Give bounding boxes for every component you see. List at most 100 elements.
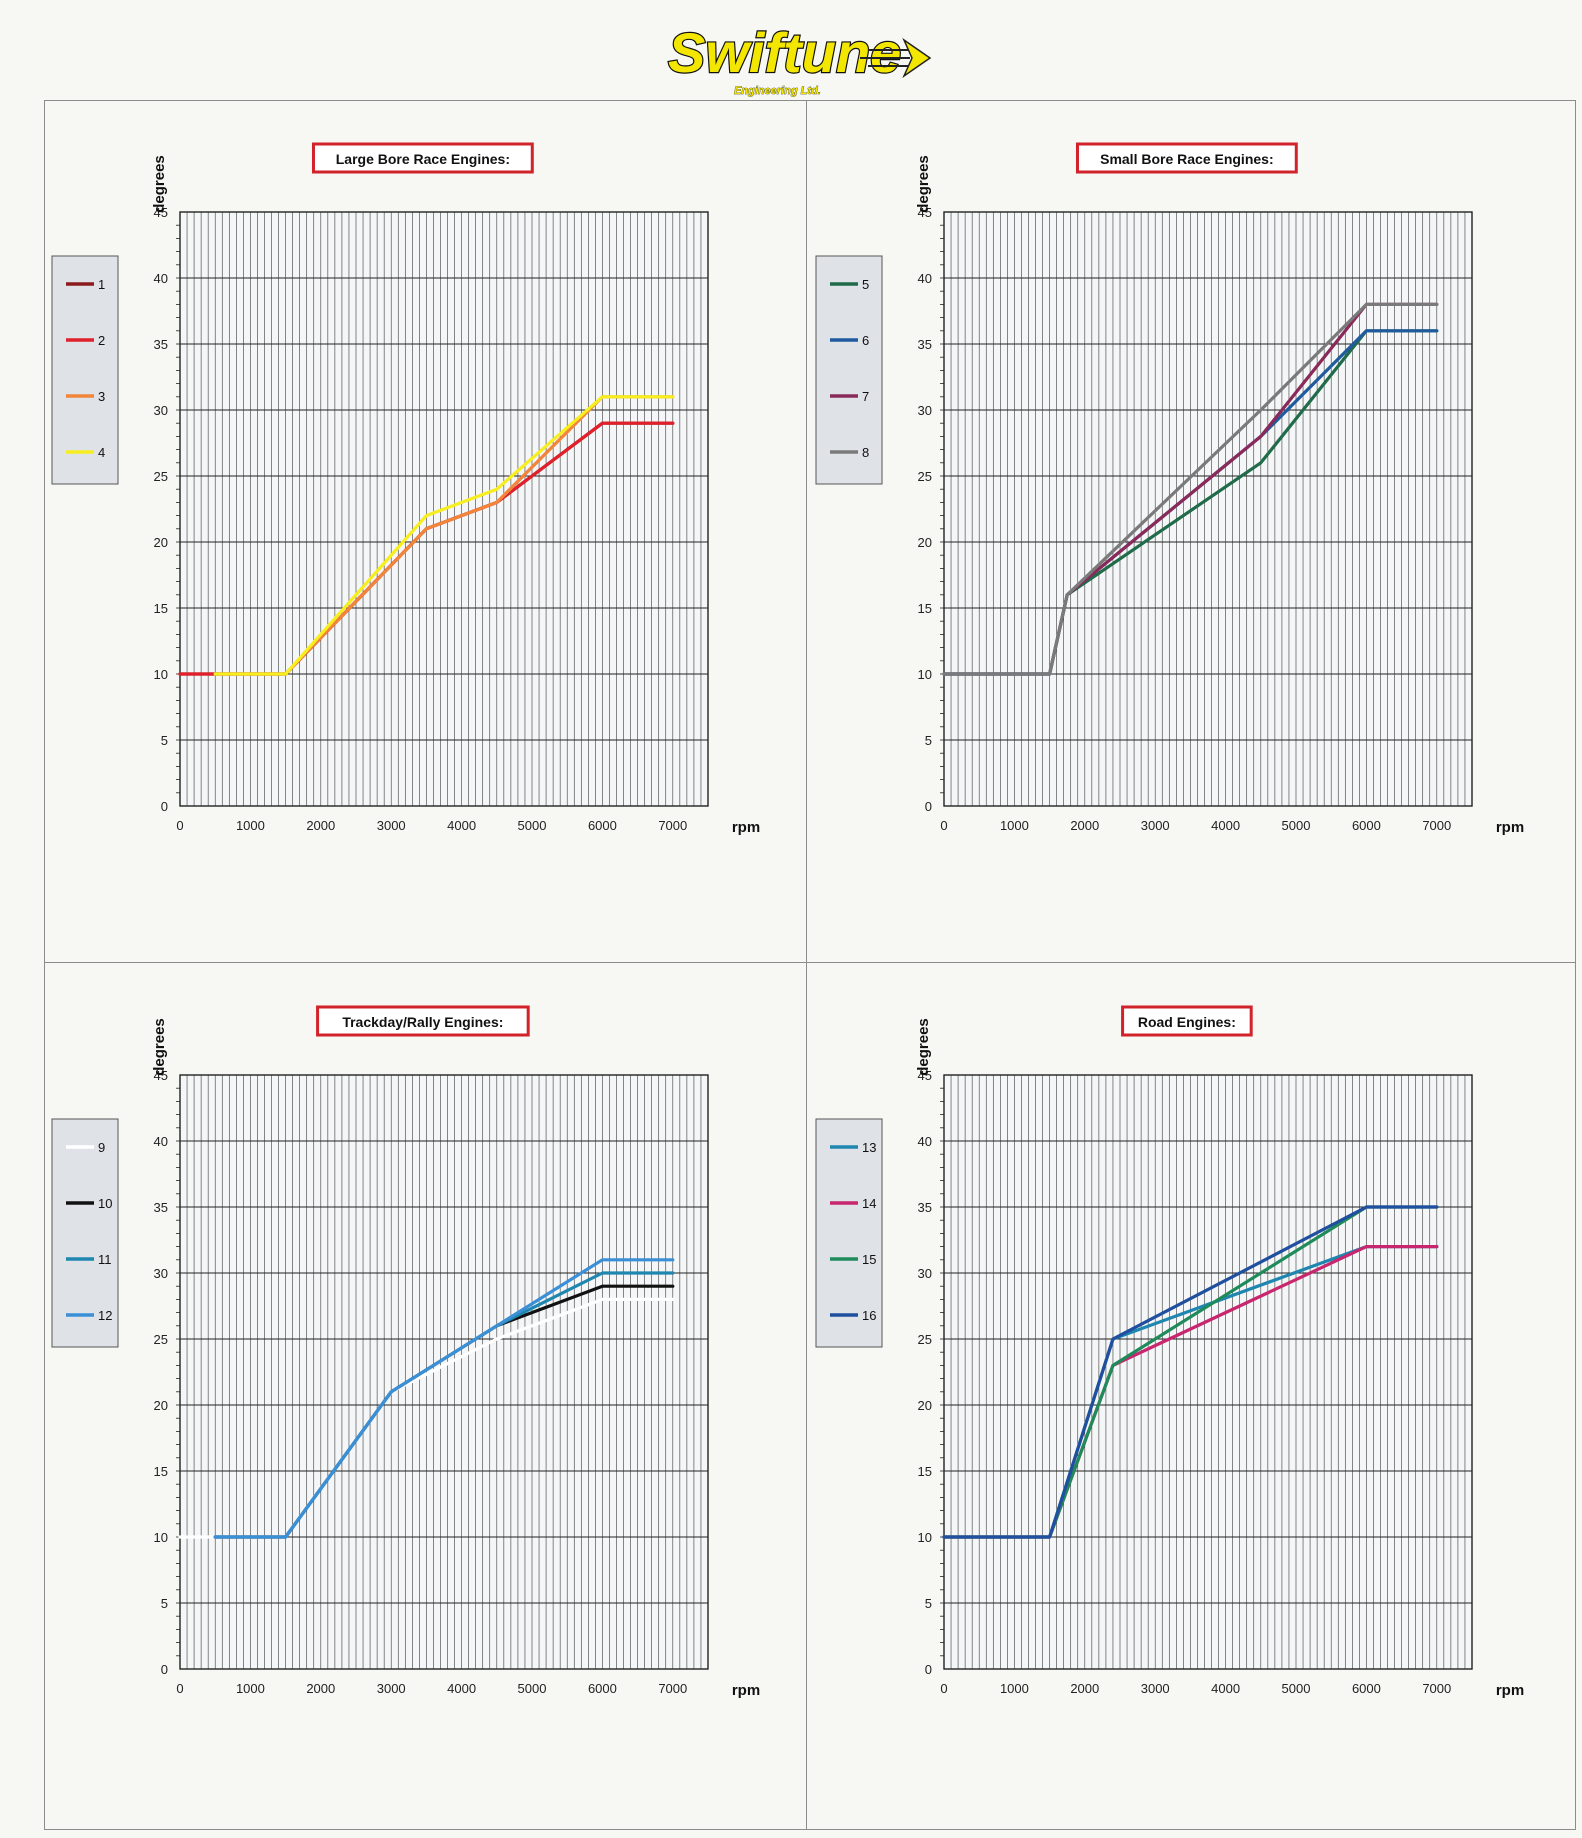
legend-label-5: 5 — [862, 277, 869, 292]
x-axis-label: rpm — [732, 819, 760, 836]
x-tick-label: 4000 — [1211, 1681, 1240, 1696]
x-tick-label: 0 — [940, 1681, 947, 1696]
legend-box — [815, 255, 883, 485]
y-tick-label: 35 — [154, 337, 168, 352]
series-line-12 — [213, 1258, 675, 1539]
x-tick-label: 3000 — [377, 818, 406, 833]
y-axis-label: degrees — [151, 1018, 168, 1076]
y-tick-label: 25 — [154, 1332, 168, 1347]
series-line-16 — [942, 1205, 1439, 1539]
legend-label-11: 11 — [98, 1252, 112, 1267]
legend-box — [51, 255, 119, 485]
x-tick-label: 0 — [176, 1681, 183, 1696]
road-engines-chart: 0 5 10 15 20 25 30 35 40 45 0 1000 2000 3000 4000 5000 6… — [808, 963, 1574, 1825]
series-line-4 — [213, 395, 675, 676]
chart-svg: 0 5 10 15 20 25 30 35 40 45 0 1000 2000 3000 4000 5000 6… — [815, 142, 1524, 836]
y-tick-label: 15 — [918, 601, 932, 616]
y-axis-label: degrees — [915, 155, 932, 213]
trackday-rally-chart: 0 5 10 15 20 25 30 35 40 45 0 1000 2000 3000 4000 5000 6… — [44, 963, 810, 1825]
y-tick-label: 25 — [154, 469, 168, 484]
y-tick-label: 20 — [154, 535, 168, 550]
y-tick-label: 30 — [918, 403, 932, 418]
legend-label-4: 4 — [98, 445, 105, 460]
legend-box — [815, 1118, 883, 1348]
y-tick-label: 5 — [925, 1596, 932, 1611]
y-tick-label: 10 — [154, 667, 168, 682]
plot-area — [944, 212, 1472, 806]
x-tick-label: 1000 — [1000, 1681, 1029, 1696]
legend-label-7: 7 — [862, 389, 869, 404]
plot-frame — [943, 211, 1473, 807]
plot-area — [944, 1075, 1472, 1669]
y-tick-label: 40 — [918, 271, 932, 286]
series-line-8 — [942, 302, 1439, 676]
x-tick-label: 5000 — [1282, 818, 1311, 833]
y-axis-label: degrees — [915, 1018, 932, 1076]
swiftune-logo: Swiftune Engineering Ltd. — [667, 20, 932, 97]
horizontal-divider — [44, 962, 1576, 963]
y-tick-label: 30 — [154, 403, 168, 418]
legend-label-3: 3 — [98, 389, 105, 404]
y-tick-label: 10 — [918, 667, 932, 682]
x-tick-label: 7000 — [658, 1681, 687, 1696]
x-tick-label: 7000 — [1422, 818, 1451, 833]
y-tick-label: 40 — [154, 271, 168, 286]
x-tick-label: 1000 — [236, 1681, 265, 1696]
large-bore-chart: 0 5 10 15 20 25 30 35 40 45 0 1000 2000 3000 4000 5000 6… — [44, 100, 810, 962]
y-tick-label: 15 — [154, 1464, 168, 1479]
legend-label-2: 2 — [98, 333, 105, 348]
y-tick-label: 35 — [918, 1200, 932, 1215]
y-tick-label: 30 — [918, 1266, 932, 1281]
major-gridlines — [180, 1074, 708, 1670]
y-tick-label: 0 — [161, 799, 168, 814]
y-tick-label: 5 — [161, 733, 168, 748]
x-tick-label: 3000 — [1141, 1681, 1170, 1696]
y-tick-label: 35 — [154, 1200, 168, 1215]
chart-title: Small Bore Race Engines: — [1100, 151, 1274, 167]
legend-label-10: 10 — [98, 1196, 112, 1211]
legend-label-6: 6 — [862, 333, 869, 348]
y-tick-label: 25 — [918, 469, 932, 484]
y-tick-label: 5 — [925, 733, 932, 748]
y-tick-label: 45 — [154, 205, 168, 220]
legend-label-16: 16 — [862, 1308, 876, 1323]
y-tick-label: 45 — [154, 1068, 168, 1083]
chart-title-box — [311, 142, 534, 174]
y-tick-label: 25 — [918, 1332, 932, 1347]
legend-label-12: 12 — [98, 1308, 112, 1323]
y-tick-label: 20 — [154, 1398, 168, 1413]
x-tick-label: 4000 — [447, 1681, 476, 1696]
plot-area — [180, 1075, 708, 1669]
x-tick-label: 3000 — [377, 1681, 406, 1696]
legend-label-1: 1 — [98, 277, 105, 292]
x-tick-label: 0 — [176, 818, 183, 833]
chart-svg: 0 5 10 15 20 25 30 35 40 45 0 1000 2000 3000 4000 5000 6… — [51, 1005, 760, 1699]
plot-frame — [943, 1074, 1473, 1670]
x-tick-label: 1000 — [236, 818, 265, 833]
x-axis-label: rpm — [732, 1682, 760, 1699]
chart-title: Road Engines: — [1138, 1014, 1236, 1030]
y-tick-label: 15 — [918, 1464, 932, 1479]
small-bore-chart: 0 5 10 15 20 25 30 35 40 45 0 1000 2000 3000 4000 5000 6… — [808, 100, 1574, 962]
y-tick-label: 40 — [154, 1134, 168, 1149]
y-tick-label: 10 — [154, 1530, 168, 1545]
logo-subtitle: Engineering Ltd. — [734, 85, 821, 97]
y-tick-label: 30 — [154, 1266, 168, 1281]
y-tick-label: 0 — [925, 799, 932, 814]
chart-title-box — [1075, 142, 1298, 174]
y-tick-label: 0 — [161, 1662, 168, 1677]
x-axis-label: rpm — [1496, 819, 1524, 836]
legend-label-13: 13 — [862, 1140, 876, 1155]
y-tick-label: 40 — [918, 1134, 932, 1149]
y-tick-label: 0 — [925, 1662, 932, 1677]
plot-frame — [179, 211, 709, 807]
plot-frame — [179, 1074, 709, 1670]
x-tick-label: 6000 — [1352, 1681, 1381, 1696]
y-tick-label: 15 — [154, 601, 168, 616]
chart-title: Trackday/Rally Engines: — [342, 1014, 503, 1030]
x-tick-label: 7000 — [1422, 1681, 1451, 1696]
y-tick-label: 45 — [918, 1068, 932, 1083]
chart-grid-frame — [44, 100, 1576, 1830]
y-axis-label: degrees — [151, 155, 168, 213]
x-axis-label: rpm — [1496, 1682, 1524, 1699]
